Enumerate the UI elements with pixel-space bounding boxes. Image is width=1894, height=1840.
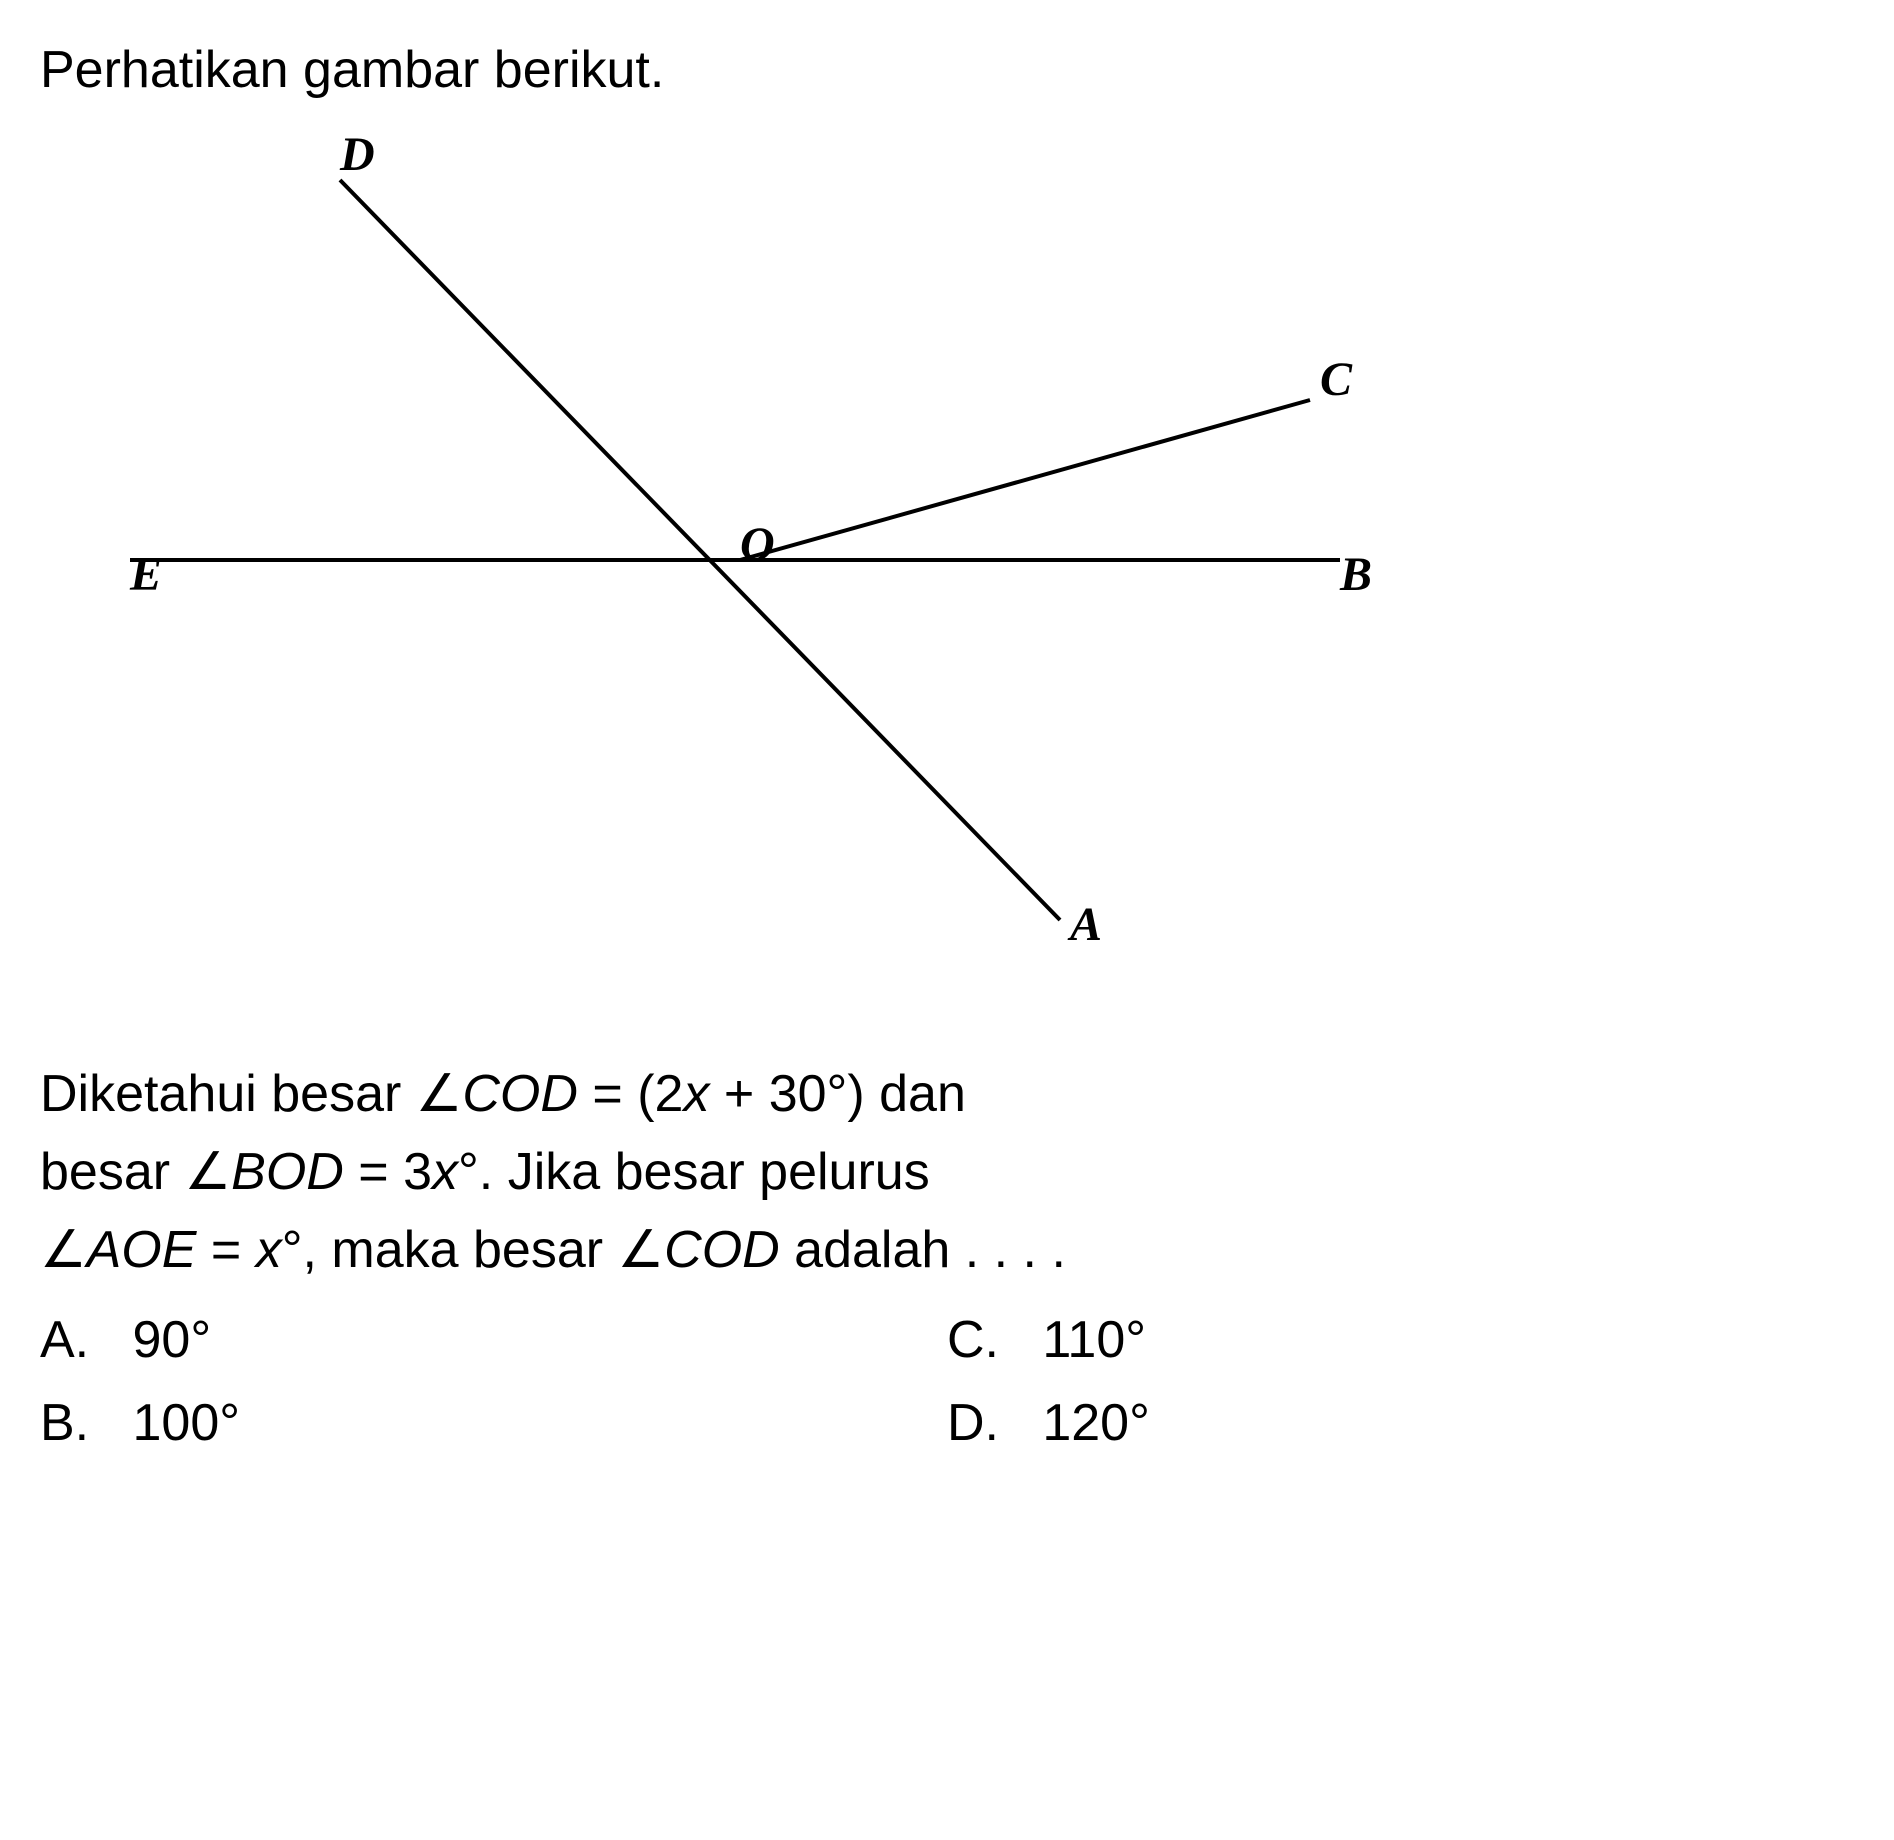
- option-c: C. 110°: [947, 1299, 1854, 1382]
- q-line3-x: x: [256, 1221, 282, 1279]
- q-line3-aoe: AOE: [87, 1221, 197, 1279]
- option-a-value: 90°: [132, 1311, 211, 1369]
- q-line3-cod: COD: [664, 1221, 780, 1279]
- option-b: B. 100°: [40, 1382, 947, 1465]
- option-d-value: 120°: [1042, 1394, 1150, 1452]
- q-line1-mid: = (2: [578, 1065, 684, 1123]
- problem-title: Perhatikan gambar berikut.: [40, 40, 1854, 100]
- svg-text:C: C: [1320, 353, 1353, 406]
- q-line3-mid: =: [196, 1221, 255, 1279]
- q-line1-x: x: [683, 1065, 709, 1123]
- svg-text:B: B: [1339, 548, 1372, 601]
- q-line2-post: °. Jika besar pelurus: [458, 1143, 930, 1201]
- option-c-value: 110°: [1042, 1311, 1146, 1369]
- q-line2-bod: BOD: [231, 1143, 344, 1201]
- q-line3-mid2: °, maka besar ∠: [282, 1221, 664, 1279]
- option-a-label: A.: [40, 1311, 89, 1369]
- q-line3-post: adalah . . . .: [780, 1221, 1066, 1279]
- geometry-diagram: D C E O B A: [40, 120, 1440, 1020]
- option-d: D. 120°: [947, 1382, 1854, 1465]
- question-text: Diketahui besar ∠COD = (2x + 30°) dan be…: [40, 1055, 1854, 1289]
- option-c-label: C.: [947, 1311, 999, 1369]
- options-left-col: A. 90° B. 100°: [40, 1299, 947, 1465]
- problem-container: Perhatikan gambar berikut. D C E O B A Diketa…: [40, 40, 1854, 1465]
- q-line2-pre: besar ∠: [40, 1143, 231, 1201]
- svg-text:E: E: [129, 548, 162, 601]
- q-line3-pre: ∠: [40, 1221, 87, 1279]
- option-b-value: 100°: [132, 1394, 240, 1452]
- answer-options: A. 90° B. 100° C. 110° D. 120°: [40, 1299, 1854, 1465]
- option-a: A. 90°: [40, 1299, 947, 1382]
- options-right-col: C. 110° D. 120°: [947, 1299, 1854, 1465]
- option-d-label: D.: [947, 1394, 999, 1452]
- svg-text:A: A: [1067, 898, 1102, 951]
- q-line1-cod: COD: [462, 1065, 578, 1123]
- svg-text:O: O: [740, 518, 775, 571]
- q-line2-mid: = 3: [344, 1143, 432, 1201]
- svg-text:D: D: [339, 128, 375, 181]
- q-line2-x: x: [432, 1143, 458, 1201]
- option-b-label: B.: [40, 1394, 89, 1452]
- q-line1-post: + 30°) dan: [709, 1065, 965, 1123]
- q-line1-pre: Diketahui besar ∠: [40, 1065, 462, 1123]
